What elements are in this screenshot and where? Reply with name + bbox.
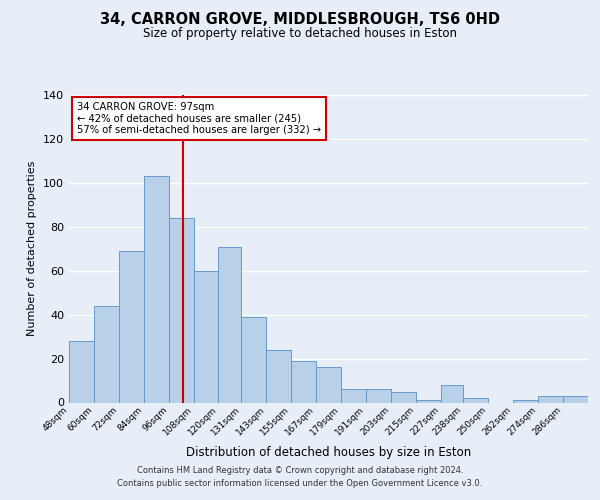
Bar — [316, 368, 341, 402]
Y-axis label: Number of detached properties: Number of detached properties — [28, 161, 37, 336]
Text: Contains public sector information licensed under the Open Government Licence v3: Contains public sector information licen… — [118, 479, 482, 488]
Bar — [94, 306, 119, 402]
Bar — [391, 392, 416, 402]
Bar — [69, 341, 94, 402]
Bar — [119, 251, 144, 402]
Bar — [218, 246, 241, 402]
Bar — [416, 400, 440, 402]
Bar — [169, 218, 194, 402]
Bar — [241, 317, 266, 402]
Bar — [266, 350, 291, 403]
Bar — [563, 396, 588, 402]
X-axis label: Distribution of detached houses by size in Eston: Distribution of detached houses by size … — [186, 446, 471, 458]
Bar — [538, 396, 563, 402]
Text: 34, CARRON GROVE, MIDDLESBROUGH, TS6 0HD: 34, CARRON GROVE, MIDDLESBROUGH, TS6 0HD — [100, 12, 500, 28]
Text: Size of property relative to detached houses in Eston: Size of property relative to detached ho… — [143, 28, 457, 40]
Bar — [463, 398, 488, 402]
Text: 34 CARRON GROVE: 97sqm
← 42% of detached houses are smaller (245)
57% of semi-de: 34 CARRON GROVE: 97sqm ← 42% of detached… — [77, 102, 322, 135]
Bar — [513, 400, 538, 402]
Bar — [440, 385, 463, 402]
Bar — [341, 390, 366, 402]
Bar — [194, 270, 218, 402]
Bar — [366, 390, 391, 402]
Text: Contains HM Land Registry data © Crown copyright and database right 2024.: Contains HM Land Registry data © Crown c… — [137, 466, 463, 475]
Bar — [291, 361, 316, 403]
Bar — [144, 176, 169, 402]
